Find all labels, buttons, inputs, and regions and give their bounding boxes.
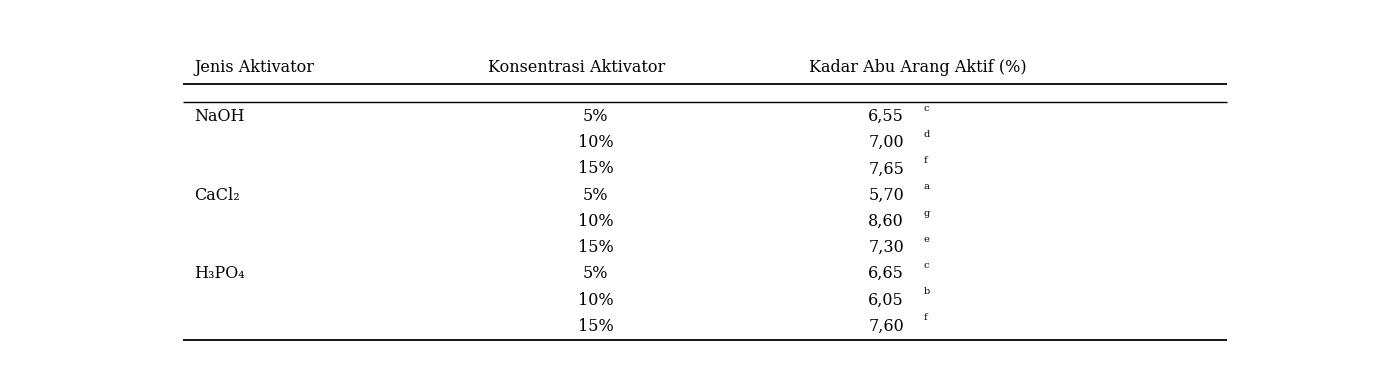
- Text: 10%: 10%: [577, 213, 613, 230]
- Text: 15%: 15%: [577, 318, 613, 335]
- Text: d: d: [924, 130, 931, 139]
- Text: g: g: [924, 209, 931, 217]
- Text: 5%: 5%: [583, 265, 608, 282]
- Text: 5%: 5%: [583, 108, 608, 125]
- Text: Konsentrasi Aktivator: Konsentrasi Aktivator: [489, 59, 666, 76]
- Text: 8,60: 8,60: [869, 213, 905, 230]
- Text: Jenis Aktivator: Jenis Aktivator: [193, 59, 313, 76]
- Text: 5,70: 5,70: [869, 187, 905, 204]
- Text: c: c: [924, 104, 929, 113]
- Text: 15%: 15%: [577, 161, 613, 177]
- Text: c: c: [924, 261, 929, 270]
- Text: NaOH: NaOH: [193, 108, 244, 125]
- Text: f: f: [924, 156, 928, 165]
- Text: 6,55: 6,55: [869, 108, 905, 125]
- Text: CaCl₂: CaCl₂: [193, 187, 240, 204]
- Text: e: e: [924, 235, 929, 244]
- Text: f: f: [924, 313, 928, 322]
- Text: 10%: 10%: [577, 291, 613, 308]
- Text: 7,00: 7,00: [869, 134, 905, 151]
- Text: 6,05: 6,05: [869, 291, 905, 308]
- Text: 6,65: 6,65: [869, 265, 905, 282]
- Text: b: b: [924, 287, 931, 296]
- Text: 5%: 5%: [583, 187, 608, 204]
- Text: Kadar Abu Arang Aktif (%): Kadar Abu Arang Aktif (%): [809, 59, 1027, 76]
- Text: 7,30: 7,30: [869, 239, 905, 256]
- Text: 7,65: 7,65: [869, 161, 905, 177]
- Text: a: a: [924, 182, 929, 191]
- Text: 7,60: 7,60: [869, 318, 905, 335]
- Text: H₃PO₄: H₃PO₄: [193, 265, 244, 282]
- Text: 10%: 10%: [577, 134, 613, 151]
- Text: 15%: 15%: [577, 239, 613, 256]
